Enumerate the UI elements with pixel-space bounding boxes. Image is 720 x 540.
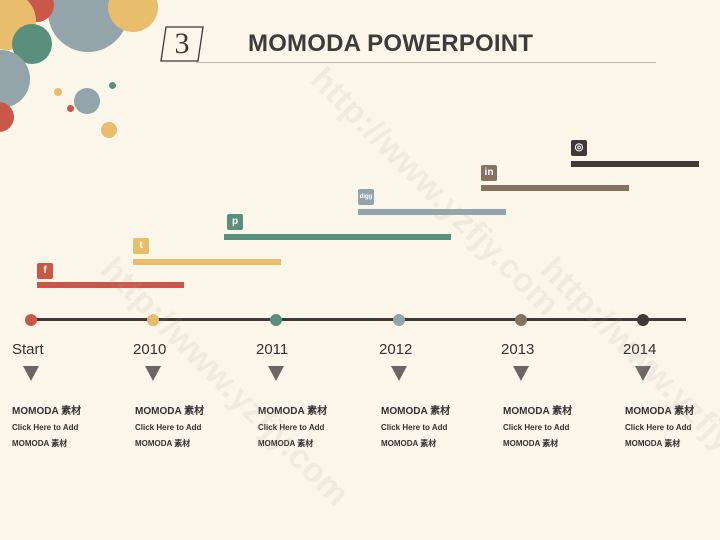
description-title: MOMODA 素材 — [381, 406, 451, 417]
description-line: MOMODA 素材 — [258, 439, 314, 448]
description-line: Click Here to Add — [381, 423, 448, 432]
pinterest-icon[interactable]: p — [227, 214, 243, 230]
description-line: MOMODA 素材 — [503, 439, 559, 448]
timeline-description[interactable]: MOMODA 素材 Click Here to Add MOMODA 素材 — [381, 402, 491, 449]
timeline-bar — [358, 209, 506, 215]
page-title: MOMODA POWERPOINT — [248, 30, 534, 57]
down-triangle-icon — [23, 366, 39, 381]
decor-circle — [101, 122, 117, 138]
timeline-axis — [30, 318, 686, 321]
down-triangle-icon — [391, 366, 407, 381]
timeline-description[interactable]: MOMODA 素材 Click Here to Add MOMODA 素材 — [135, 402, 245, 449]
timeline-bar — [571, 161, 699, 167]
description-title: MOMODA 素材 — [135, 406, 205, 417]
slide-number: 3 — [174, 27, 190, 60]
timeline-dot — [25, 313, 37, 326]
description-line: MOMODA 素材 — [12, 439, 68, 448]
description-line: Click Here to Add — [625, 423, 692, 432]
decor-circle — [54, 88, 62, 96]
timeline-year-label: 2014 — [623, 341, 657, 358]
decor-circle — [109, 82, 116, 89]
linkedin-icon[interactable]: in — [481, 165, 497, 181]
timeline-dot — [270, 313, 282, 326]
timeline-dot — [393, 313, 405, 326]
watermark: http://www.yzfjy.com — [303, 60, 567, 324]
timeline-bar — [133, 259, 281, 265]
description-line: MOMODA 素材 — [625, 439, 681, 448]
decor-circle — [0, 102, 14, 132]
description-line: Click Here to Add — [12, 423, 79, 432]
timeline-year-label: 2012 — [379, 341, 413, 358]
description-line: Click Here to Add — [503, 423, 570, 432]
timeline-year-label: 2011 — [256, 341, 289, 358]
timeline-year-label: 2013 — [501, 341, 535, 358]
timeline-dot — [637, 313, 649, 326]
description-line: Click Here to Add — [258, 423, 325, 432]
decor-circle — [74, 88, 100, 114]
description-line: MOMODA 素材 — [381, 439, 437, 448]
twitter-icon[interactable]: t — [133, 238, 149, 254]
down-triangle-icon — [268, 366, 284, 381]
timeline-dot — [515, 313, 527, 326]
slide-number-box: 3 — [160, 26, 204, 62]
slide-number-frame — [160, 26, 204, 62]
facebook-icon[interactable]: f — [37, 263, 53, 279]
timeline-bar — [481, 185, 629, 191]
down-triangle-icon — [513, 366, 529, 381]
down-triangle-icon — [635, 366, 651, 381]
timeline-year-label: Start — [12, 341, 44, 358]
description-title: MOMODA 素材 — [503, 406, 573, 417]
description-title: MOMODA 素材 — [258, 406, 328, 417]
timeline-bar — [37, 282, 184, 288]
timeline-description[interactable]: MOMODA 素材 Click Here to Add MOMODA 素材 — [12, 402, 122, 449]
down-triangle-icon — [145, 366, 161, 381]
watermark: http://www.yzfjy.com — [533, 250, 720, 514]
timeline-description[interactable]: MOMODA 素材 Click Here to Add MOMODA 素材 — [503, 402, 613, 449]
description-line: Click Here to Add — [135, 423, 202, 432]
title-divider — [196, 62, 656, 63]
dribbble-icon[interactable]: ◎ — [571, 140, 587, 156]
timeline-dot — [147, 313, 159, 326]
timeline-year-label: 2010 — [133, 341, 167, 358]
timeline-description[interactable]: MOMODA 素材 Click Here to Add MOMODA 素材 — [625, 402, 720, 449]
timeline-description[interactable]: MOMODA 素材 Click Here to Add MOMODA 素材 — [258, 402, 368, 449]
timeline-bar — [224, 234, 451, 240]
decor-circle — [67, 105, 74, 112]
description-title: MOMODA 素材 — [625, 406, 695, 417]
digg-icon[interactable]: digg — [358, 189, 374, 205]
description-line: MOMODA 素材 — [135, 439, 191, 448]
watermark: http://www.yzfjy.com — [93, 250, 357, 514]
description-title: MOMODA 素材 — [12, 406, 82, 417]
